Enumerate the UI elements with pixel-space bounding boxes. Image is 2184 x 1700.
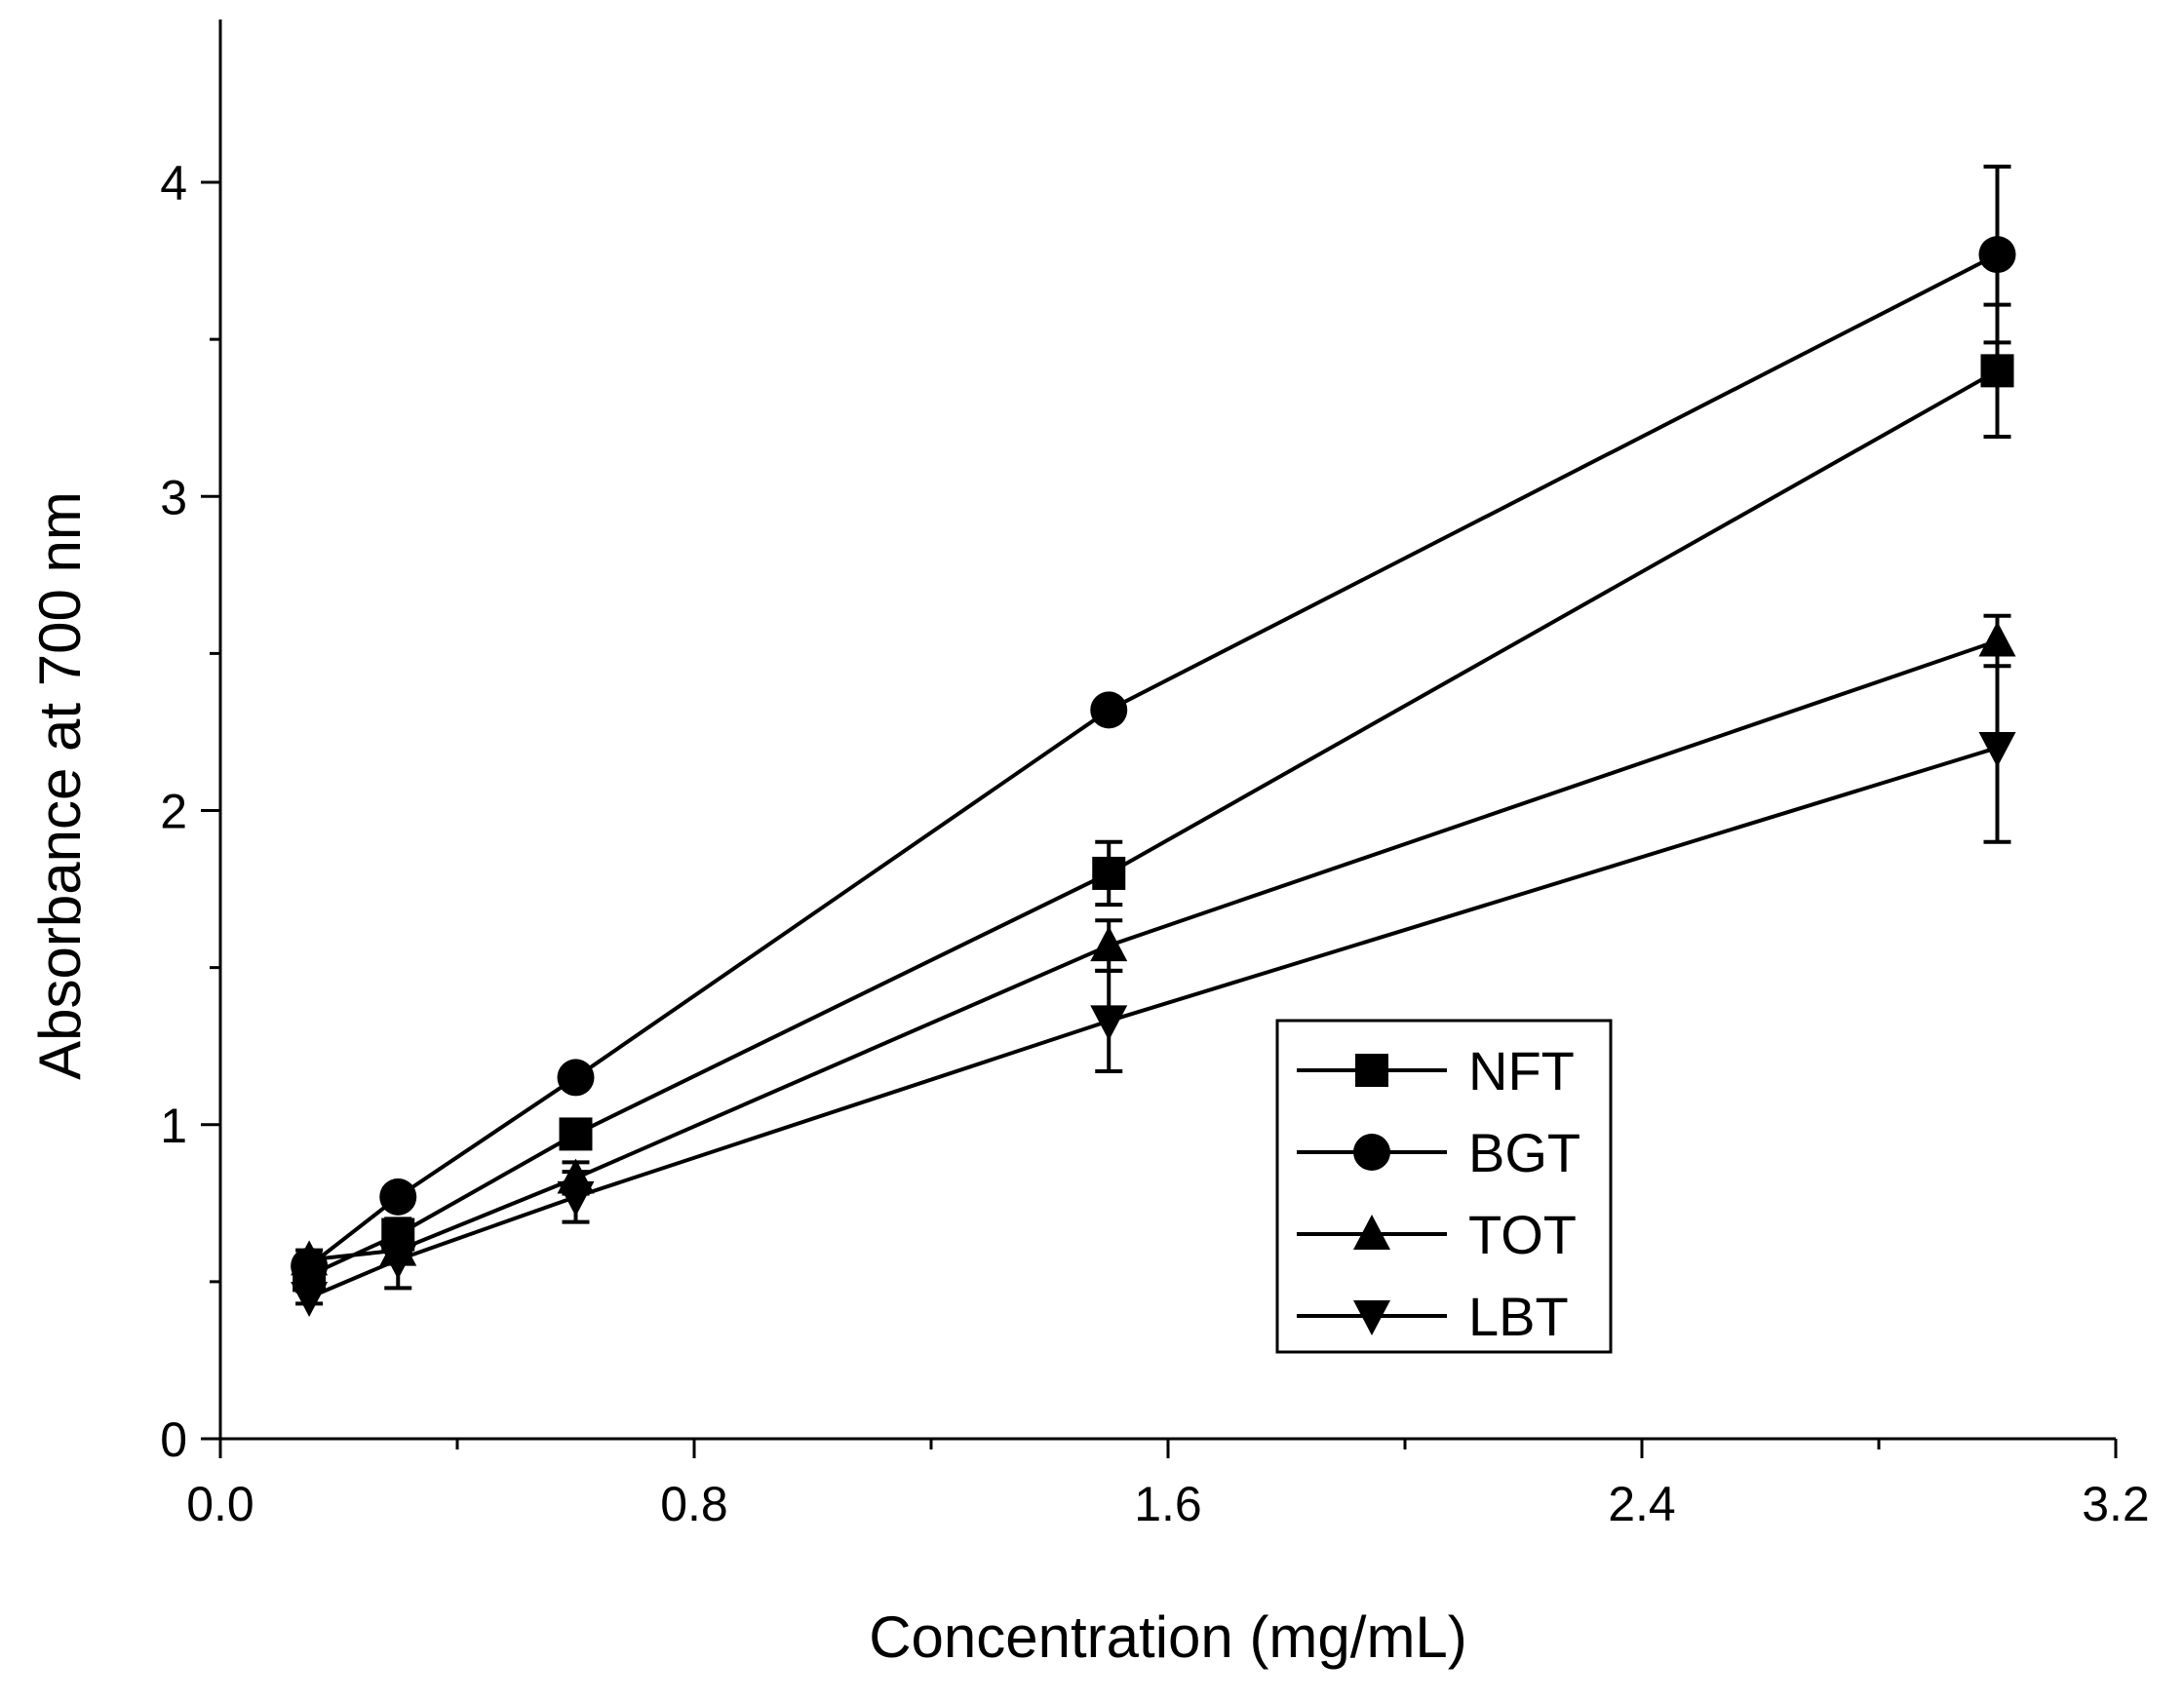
legend-item-tot: TOT [1297, 1204, 1577, 1265]
data-point-bgt [557, 1059, 595, 1097]
data-point-nft [1980, 354, 2014, 388]
x-axis-title: Concentration (mg/mL) [869, 1604, 1467, 1670]
data-point-nft [559, 1117, 593, 1151]
data-point-lbt [1090, 1005, 1128, 1041]
legend-item-lbt: LBT [1297, 1286, 1569, 1347]
data-point-lbt [291, 1281, 329, 1317]
y-tick-label: 1 [160, 1099, 187, 1153]
series-line-bgt [307, 252, 1999, 1268]
legend: NFT BGT TOT LBT [1275, 1019, 1613, 1354]
data-point-tot [1978, 621, 2016, 657]
legend-label-nft: NFT [1468, 1040, 1575, 1101]
legend-label-lbt: LBT [1468, 1286, 1569, 1347]
data-point-nft [1092, 856, 1126, 890]
series-nft [292, 302, 2014, 1293]
data-point-lbt [379, 1244, 417, 1280]
y-tick-label: 2 [160, 785, 187, 839]
legend-marker-tot [1353, 1215, 1390, 1250]
y-axis-title: Absorbance at 700 nm [27, 491, 93, 1080]
data-point-lbt [557, 1180, 595, 1217]
legend-box [1275, 1019, 1613, 1354]
x-tick-label: 3.2 [2082, 1477, 2150, 1531]
data-point-bgt [379, 1178, 417, 1216]
series-tot [291, 613, 2016, 1276]
tick-labels: 0.0 0.8 1.6 2.4 3.2 0 1 2 3 4 [160, 156, 2150, 1531]
data-point-bgt [1978, 236, 2016, 274]
legend-item-nft: NFT [1297, 1040, 1575, 1101]
x-tick-label: 2.4 [1608, 1477, 1676, 1531]
legend-item-bgt: BGT [1297, 1122, 1580, 1183]
legend-marker-lbt [1353, 1300, 1390, 1335]
legend-label-tot: TOT [1468, 1204, 1577, 1265]
series-lbt [291, 651, 2016, 1317]
legend-marker-nft [1355, 1054, 1388, 1087]
legend-label-bgt: BGT [1468, 1122, 1580, 1183]
tick-marks [201, 180, 2118, 1458]
y-tick-label: 0 [160, 1412, 187, 1467]
axes [218, 19, 2116, 1441]
y-tick-label: 4 [160, 156, 187, 211]
data-point-tot [1090, 926, 1128, 962]
x-tick-label: 1.6 [1134, 1477, 1202, 1531]
data-point-bgt [1090, 691, 1128, 729]
legend-marker-bgt [1353, 1134, 1390, 1171]
y-tick-label: 3 [160, 470, 187, 524]
data-series [291, 164, 2016, 1317]
x-tick-label: 0.8 [660, 1477, 728, 1531]
series-bgt [291, 164, 2016, 1285]
data-point-tot [291, 1240, 329, 1276]
series-line-lbt [308, 746, 1999, 1299]
data-point-lbt [1978, 732, 2016, 768]
series-line-tot [308, 638, 1999, 1262]
x-tick-label: 0.0 [186, 1477, 254, 1531]
